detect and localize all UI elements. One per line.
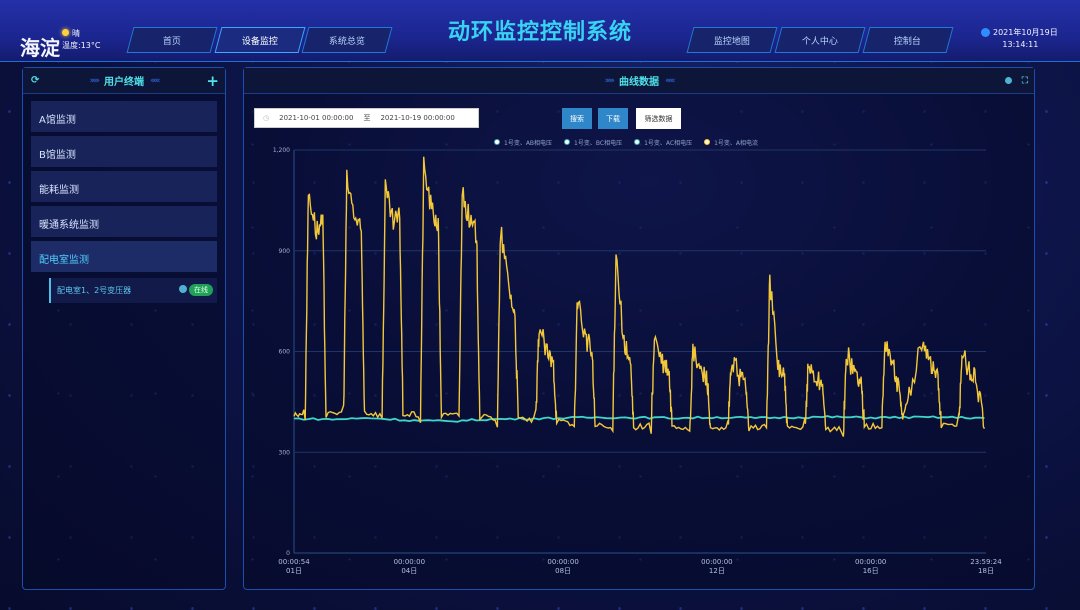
main-title: 曲线数据 xyxy=(619,77,659,88)
legend-label: 1号变、AB相电压 xyxy=(504,140,553,147)
date-range-input[interactable]: ◷ 2021-10-01 00:00:00 至 2021-10-19 00:00… xyxy=(254,108,479,128)
nav-console[interactable]: 控制台 xyxy=(862,27,954,53)
search-button[interactable]: 搜索 xyxy=(562,108,592,129)
clock-icon xyxy=(981,28,990,37)
main-header: ››››› 曲线数据 ‹‹‹‹‹ ⛶ xyxy=(244,68,1034,94)
date-separator: 至 xyxy=(363,114,371,122)
status-badge: 在线 xyxy=(189,284,213,296)
chevrons-icon: ››››› xyxy=(604,75,614,86)
add-icon[interactable]: + xyxy=(206,71,219,90)
date: 2021年10月19日 xyxy=(993,28,1058,37)
legend-label: 1号变、BC相电压 xyxy=(574,140,623,147)
sidebar-title: 用户终端 xyxy=(104,77,144,88)
legend-label: 1号变、AC相电压 xyxy=(644,140,693,147)
chevrons-icon: ››››› xyxy=(89,75,99,86)
legend-item[interactable]: 1号变、BC相电压 xyxy=(564,138,622,147)
nav-label: 个人中心 xyxy=(801,36,838,47)
sidebar-header: ⟳ ››››› 用户终端 ‹‹‹‹‹ + xyxy=(23,68,225,94)
fullscreen-icon[interactable]: ⛶ xyxy=(1021,75,1028,86)
page-title: 动环监控控制系统 xyxy=(447,20,632,45)
date-from[interactable]: 2021-10-01 00:00:00 xyxy=(279,114,354,122)
chevrons-icon: ‹‹‹‹‹ xyxy=(665,75,675,86)
filter-data-button[interactable]: 筛选数据 xyxy=(636,108,681,129)
legend-item[interactable]: 1号变、AB相电压 xyxy=(494,138,552,147)
sidebar-subitem-transformer[interactable]: 配电室1、2号变压器 在线 xyxy=(49,278,217,303)
chart-legend: 1号变、AB相电压 1号变、BC相电压 1号变、AC相电压 1号变、A相电流 xyxy=(494,138,758,147)
legend-item[interactable]: 1号变、AC相电压 xyxy=(634,138,692,147)
sidebar-item-a-hall[interactable]: A馆监测 xyxy=(31,101,217,132)
main-panel: ››››› 曲线数据 ‹‹‹‹‹ ⛶ ◷ 2021-10-01 00:00:00… xyxy=(243,67,1035,590)
date-to[interactable]: 2021-10-19 00:00:00 xyxy=(380,114,455,122)
subitem-label: 配电室1、2号变压器 xyxy=(57,286,132,295)
sidebar-item-b-hall[interactable]: B馆监测 xyxy=(31,136,217,167)
city-name: 海淀 xyxy=(20,36,60,60)
chevrons-icon: ‹‹‹‹‹ xyxy=(150,75,160,86)
nav-monitor-map[interactable]: 监控地图 xyxy=(686,27,778,53)
sidebar: ⟳ ››››› 用户终端 ‹‹‹‹‹ + A馆监测 B馆监测 能耗监测 暖通系统… xyxy=(22,67,226,590)
weather-text: 晴 xyxy=(72,29,80,38)
download-button[interactable]: 下载 xyxy=(598,108,628,129)
refresh-icon[interactable]: ⟳ xyxy=(31,75,40,86)
time: 13:14:11 xyxy=(1002,40,1039,49)
gear-icon[interactable] xyxy=(179,285,187,293)
nav-personal-center[interactable]: 个人中心 xyxy=(774,27,866,53)
nav-label: 控制台 xyxy=(894,36,922,47)
clock: 2021年10月19日 13:14:11 xyxy=(981,27,1058,51)
sun-icon xyxy=(62,29,69,36)
calendar-icon: ◷ xyxy=(263,114,270,122)
legend-item[interactable]: 1号变、A相电流 xyxy=(704,138,758,147)
sidebar-item-hvac[interactable]: 暖通系统监测 xyxy=(31,206,217,237)
legend-label: 1号变、A相电流 xyxy=(714,140,759,147)
settings-icon[interactable] xyxy=(1005,77,1012,84)
sidebar-item-energy[interactable]: 能耗监测 xyxy=(31,171,217,202)
temperature: 温度:13°C xyxy=(62,41,101,50)
sidebar-item-power-room[interactable]: 配电室监测 xyxy=(31,241,217,272)
weather: 晴 温度:13°C xyxy=(62,28,100,52)
nav-label: 监控地图 xyxy=(713,36,750,47)
header: 海淀 晴 温度:13°C 首页 设备监控 系统总览 动环监控控制系统 监控地图 … xyxy=(0,0,1080,62)
